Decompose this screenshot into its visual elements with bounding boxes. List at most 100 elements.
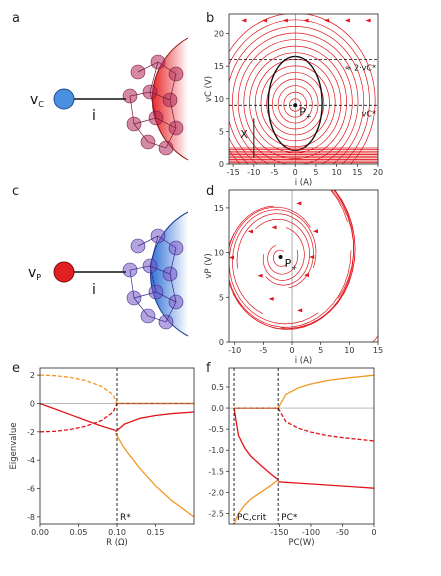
e-xtick-label: 0.10: [108, 528, 126, 537]
e-xtick-label: 0.00: [31, 528, 49, 537]
stream-arrow: [304, 273, 310, 278]
series-line: [278, 481, 374, 489]
b-streamlines: [229, 14, 378, 164]
stream-arrow: [344, 18, 350, 23]
b-ytick-label: 5: [219, 127, 224, 136]
stream-arrow: [229, 255, 235, 260]
annotation-label: X: [240, 128, 248, 141]
f-ytick-label: 0.0: [211, 404, 224, 413]
b-xtick-label: -5: [271, 168, 279, 177]
streamline: [232, 209, 317, 314]
panel-c-label: c: [12, 184, 19, 199]
b-ylabel: vC (V): [204, 76, 214, 102]
panel-f-label: f: [206, 361, 211, 376]
streamline: [262, 227, 305, 281]
panel-b-label: b: [206, 11, 214, 26]
stream-arrow: [247, 229, 253, 234]
streamline: [333, 190, 354, 299]
series-line: [233, 407, 279, 481]
stream-arrow: [282, 18, 288, 23]
b-xtick-label: 5: [313, 168, 318, 177]
d-frame: [228, 189, 379, 343]
chart-e: R* 0.00 0.05 0.10 0.15 2 0 -2 -4 -6 -8 R (Ω) Eigenva…: [9, 367, 195, 548]
series-line: [233, 479, 279, 524]
series-line: [277, 407, 374, 442]
streamline: [229, 190, 355, 330]
fixed-point-name: P: [299, 105, 306, 118]
streamline: [229, 205, 352, 328]
b-xtick-label: 10: [332, 168, 342, 177]
d-xtick-label: 10: [344, 346, 354, 355]
f-xlabel: PC(W): [288, 538, 314, 548]
d-bg: [229, 190, 378, 342]
f-xtick-label: -100: [302, 528, 320, 537]
network-edges-red: [129, 61, 177, 149]
b-ytick-label: 20: [214, 30, 224, 39]
fixed-point-label: P+: [285, 257, 298, 272]
e-ytick-label: -4: [27, 456, 35, 465]
fixed-point: [278, 255, 283, 260]
current-label-a: i: [92, 108, 96, 124]
b-xtick-label: 0: [293, 168, 298, 177]
f-ytick-label: -1.5: [208, 467, 224, 476]
b-ytick-label: 10: [214, 95, 224, 104]
network-edges-blue: [129, 235, 177, 323]
d-xtick-label: 0: [289, 346, 294, 355]
d-xtick-label: -10: [228, 346, 241, 355]
stream-arrow: [257, 273, 263, 278]
stream-arrow: [296, 201, 302, 206]
panel-d-label: d: [206, 184, 214, 199]
node-vc-label: vC: [30, 92, 44, 109]
stream-arrow: [241, 18, 247, 23]
d-ytick-label: 15: [214, 204, 224, 213]
b-xlabel: i (A): [295, 178, 313, 188]
d-ytick-label: 10: [214, 249, 224, 258]
vline-label: PC*: [281, 513, 298, 523]
vline-label: PC,crit: [237, 513, 267, 523]
stream-arrow: [271, 225, 277, 230]
e-ytick-label: -8: [27, 513, 35, 522]
series-line: [115, 411, 194, 433]
e-ytick-label: -6: [27, 485, 35, 494]
series-line: [40, 403, 118, 433]
stream-arrow: [312, 229, 318, 234]
f-xtick-label: 0: [371, 528, 376, 537]
stream-arrow: [268, 296, 274, 301]
f-frame: [228, 367, 375, 525]
streamline: [280, 190, 356, 329]
d-xtick-label: -5: [259, 346, 267, 355]
stream-arrow: [365, 18, 371, 23]
f-xtick-label: -50: [336, 528, 349, 537]
node-vp: [53, 261, 75, 283]
e-ylabel: Eigenvalue: [9, 423, 19, 470]
e-xtick-label: 0.05: [70, 528, 88, 537]
fixed-point: [293, 103, 298, 108]
d-ytick-label: 0: [219, 338, 224, 347]
fixed-point-name: P: [285, 257, 292, 270]
stream-arrow: [262, 18, 268, 23]
f-ytick-label: -2.5: [208, 509, 224, 518]
b-frame: [228, 13, 379, 165]
series-line: [40, 374, 118, 404]
chart-f: PC,crit PC* -150 -100 -50 0 0.5 0.0 -0.5 -1.0 -1.5…: [208, 367, 377, 548]
d-streamlines: [229, 190, 378, 342]
d-ytick-label: 5: [219, 293, 224, 302]
stream-arrow: [297, 308, 303, 313]
node-vc: [53, 88, 75, 110]
streamline: [273, 249, 288, 267]
b-xtick-label: -10: [247, 168, 260, 177]
e-ytick-label: -2: [27, 428, 35, 437]
f-ytick-label: -0.5: [208, 425, 224, 434]
b-ytick-label: 15: [214, 62, 224, 71]
streamline: [255, 218, 310, 286]
d-xtick-label: 5: [318, 346, 323, 355]
current-label-c: i: [92, 282, 96, 298]
panel-e-label: e: [12, 361, 20, 376]
stream-arrow: [309, 255, 315, 260]
b-xtick-label: 15: [352, 168, 362, 177]
f-series: [233, 374, 374, 524]
e-xlabel: R (Ω): [106, 538, 128, 548]
stream-arrow: [303, 18, 309, 23]
fixed-point-sub: +: [291, 264, 297, 272]
